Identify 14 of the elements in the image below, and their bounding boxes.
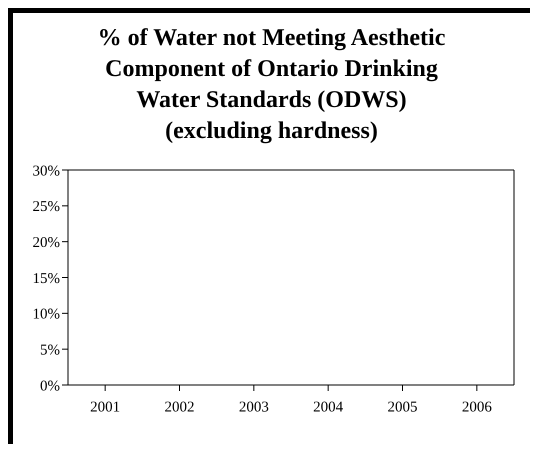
x-tick-label: 2002 (164, 400, 194, 416)
x-tick-label: 2005 (388, 400, 418, 416)
y-tick-label: 20% (32, 234, 60, 251)
y-tick-label: 25% (32, 199, 60, 216)
y-tick-label: 30% (32, 163, 60, 180)
y-tick-label: 5% (40, 342, 60, 358)
x-tick-label: 2006 (462, 400, 492, 416)
x-tick-label: 2001 (90, 400, 120, 416)
x-tick-label: 2003 (238, 400, 269, 416)
y-tick-label: 0% (40, 378, 60, 394)
chart-title: % of Water not Meeting Aesthetic Component of Ontario Drinking Water Standards (ODWS) (excluding hardness) (96, 24, 446, 146)
x-tick-label: 2004 (313, 400, 344, 416)
y-tick-label: 10% (32, 306, 60, 323)
y-tick-label: 15% (32, 270, 60, 287)
